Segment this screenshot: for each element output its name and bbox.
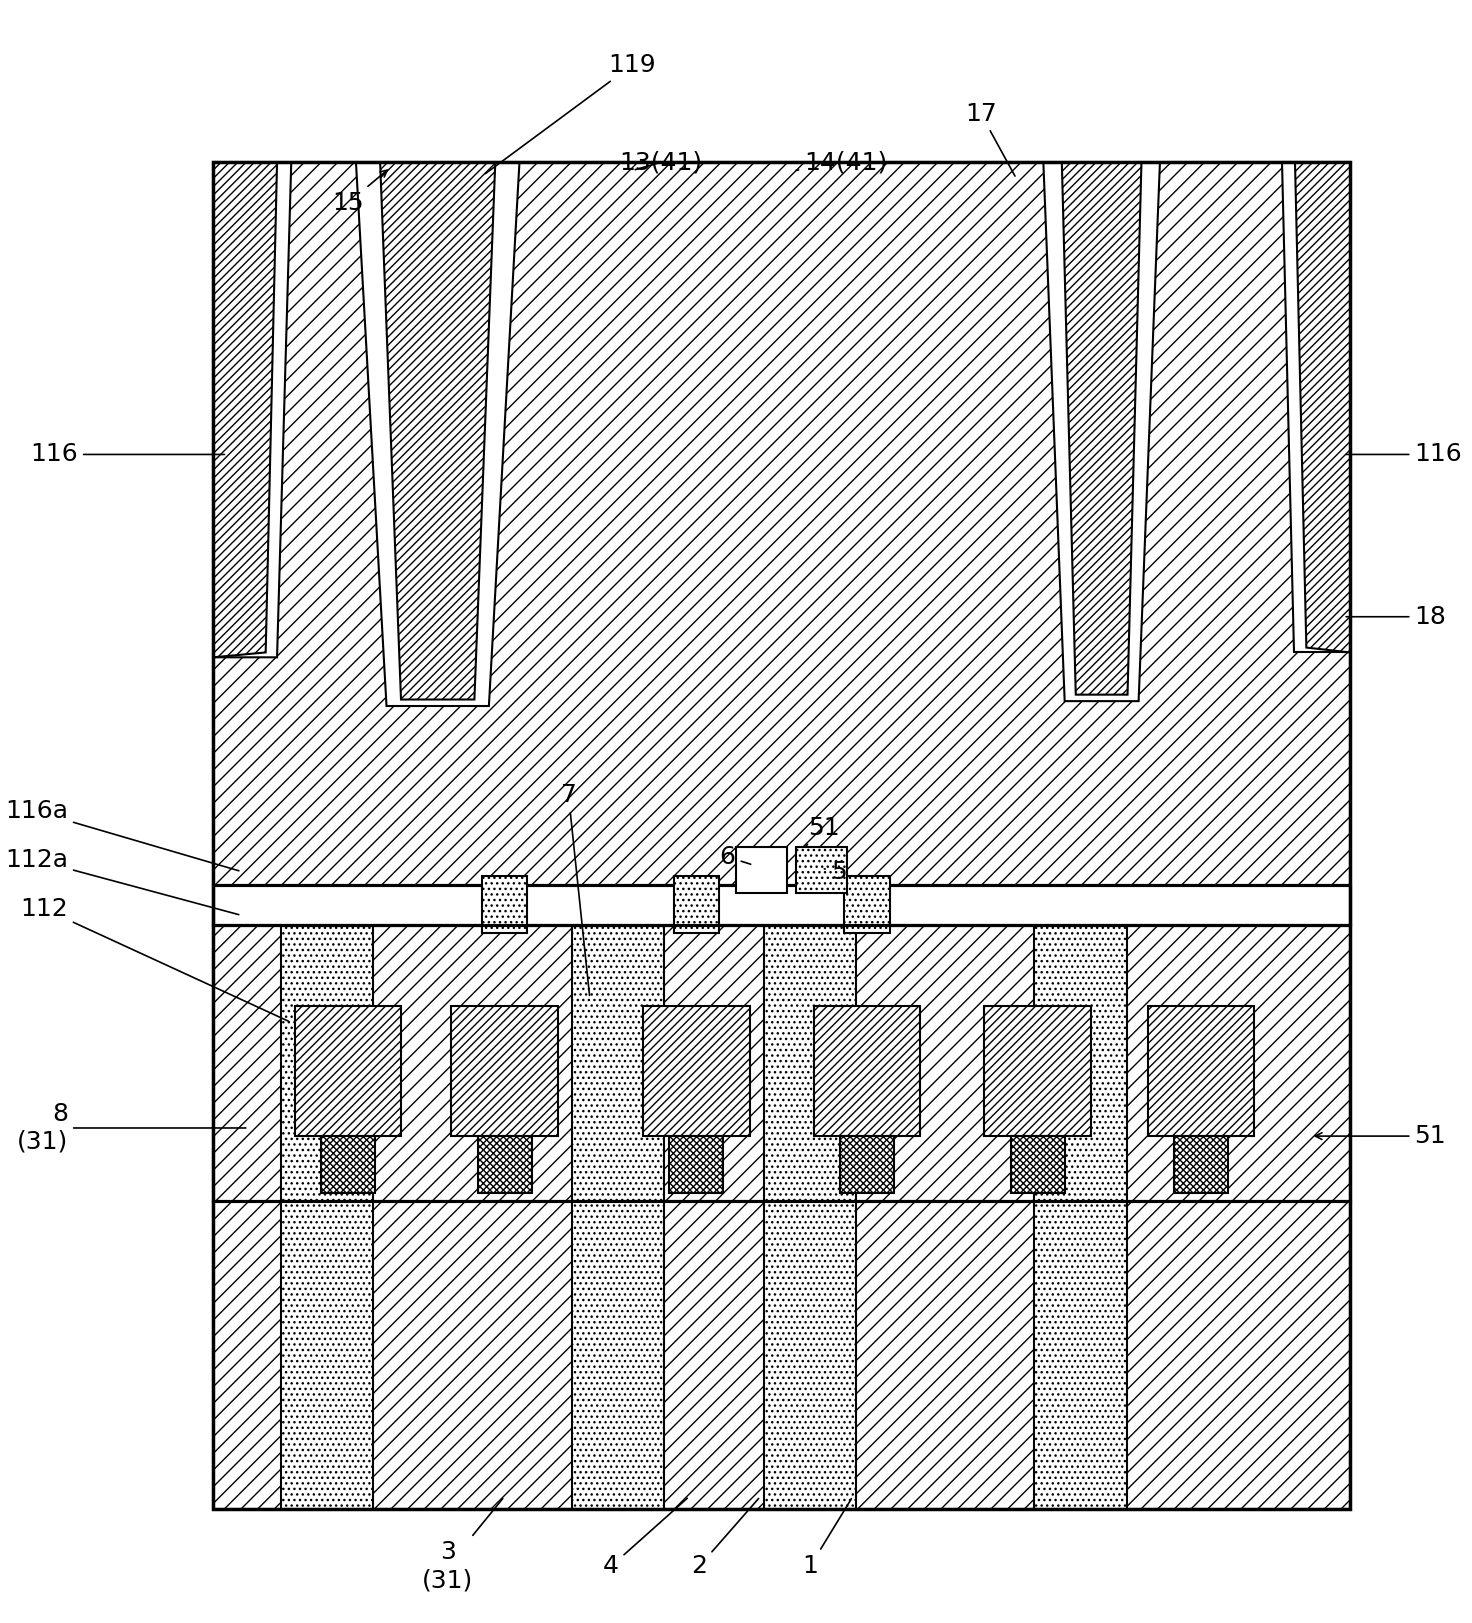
Bar (796, 847, 848, 893)
Bar (841, 1136, 894, 1193)
Text: 14(41): 14(41) (796, 151, 888, 174)
Bar (1148, 1006, 1254, 1136)
Text: 112: 112 (21, 898, 289, 1021)
Bar (764, 925, 857, 1201)
Polygon shape (213, 162, 291, 657)
Bar (674, 876, 720, 933)
Bar (477, 1136, 531, 1193)
Text: 116a: 116a (4, 800, 238, 872)
Text: 5: 5 (824, 860, 846, 883)
Text: 8
(31): 8 (31) (16, 1102, 246, 1154)
Text: 119: 119 (486, 54, 657, 174)
Bar (670, 1136, 723, 1193)
Text: 6: 6 (720, 846, 751, 868)
Bar (213, 162, 1350, 1509)
Text: 51: 51 (805, 816, 841, 847)
Text: 13(41): 13(41) (620, 151, 702, 174)
Bar (845, 876, 889, 933)
Text: 2: 2 (692, 1498, 758, 1578)
Bar (814, 1006, 920, 1136)
Text: 51: 51 (1316, 1125, 1446, 1147)
Bar (1011, 1136, 1064, 1193)
Polygon shape (1295, 162, 1350, 652)
Text: 3
(31): 3 (31) (422, 1498, 503, 1592)
Bar (1035, 925, 1126, 1201)
Polygon shape (1282, 162, 1350, 652)
Bar (1175, 1136, 1228, 1193)
Bar (281, 1201, 372, 1509)
Bar (764, 1201, 857, 1509)
Polygon shape (1044, 162, 1160, 701)
Polygon shape (1061, 162, 1141, 695)
Bar (452, 1006, 558, 1136)
Text: 18: 18 (1345, 605, 1447, 628)
Bar (985, 1006, 1091, 1136)
Bar (1035, 1201, 1126, 1509)
Bar (573, 1201, 664, 1509)
Polygon shape (380, 162, 495, 700)
Text: 112a: 112a (4, 849, 238, 915)
Text: 116: 116 (31, 443, 225, 466)
Bar (281, 925, 372, 1201)
Text: 116: 116 (1345, 443, 1462, 466)
Text: 7: 7 (561, 784, 589, 995)
Polygon shape (213, 162, 277, 657)
Bar (736, 847, 788, 893)
Bar (643, 1006, 749, 1136)
Bar (213, 925, 1350, 1201)
Bar (481, 876, 527, 933)
Bar (294, 1006, 402, 1136)
Text: 1: 1 (802, 1498, 851, 1578)
Text: 15: 15 (333, 170, 387, 214)
Bar (213, 162, 1350, 885)
Bar (213, 885, 1350, 925)
Text: 4: 4 (604, 1498, 687, 1578)
Bar (321, 1136, 375, 1193)
Text: 17: 17 (966, 102, 1016, 175)
Bar (213, 1201, 1350, 1509)
Bar (573, 925, 664, 1201)
Polygon shape (356, 162, 520, 706)
